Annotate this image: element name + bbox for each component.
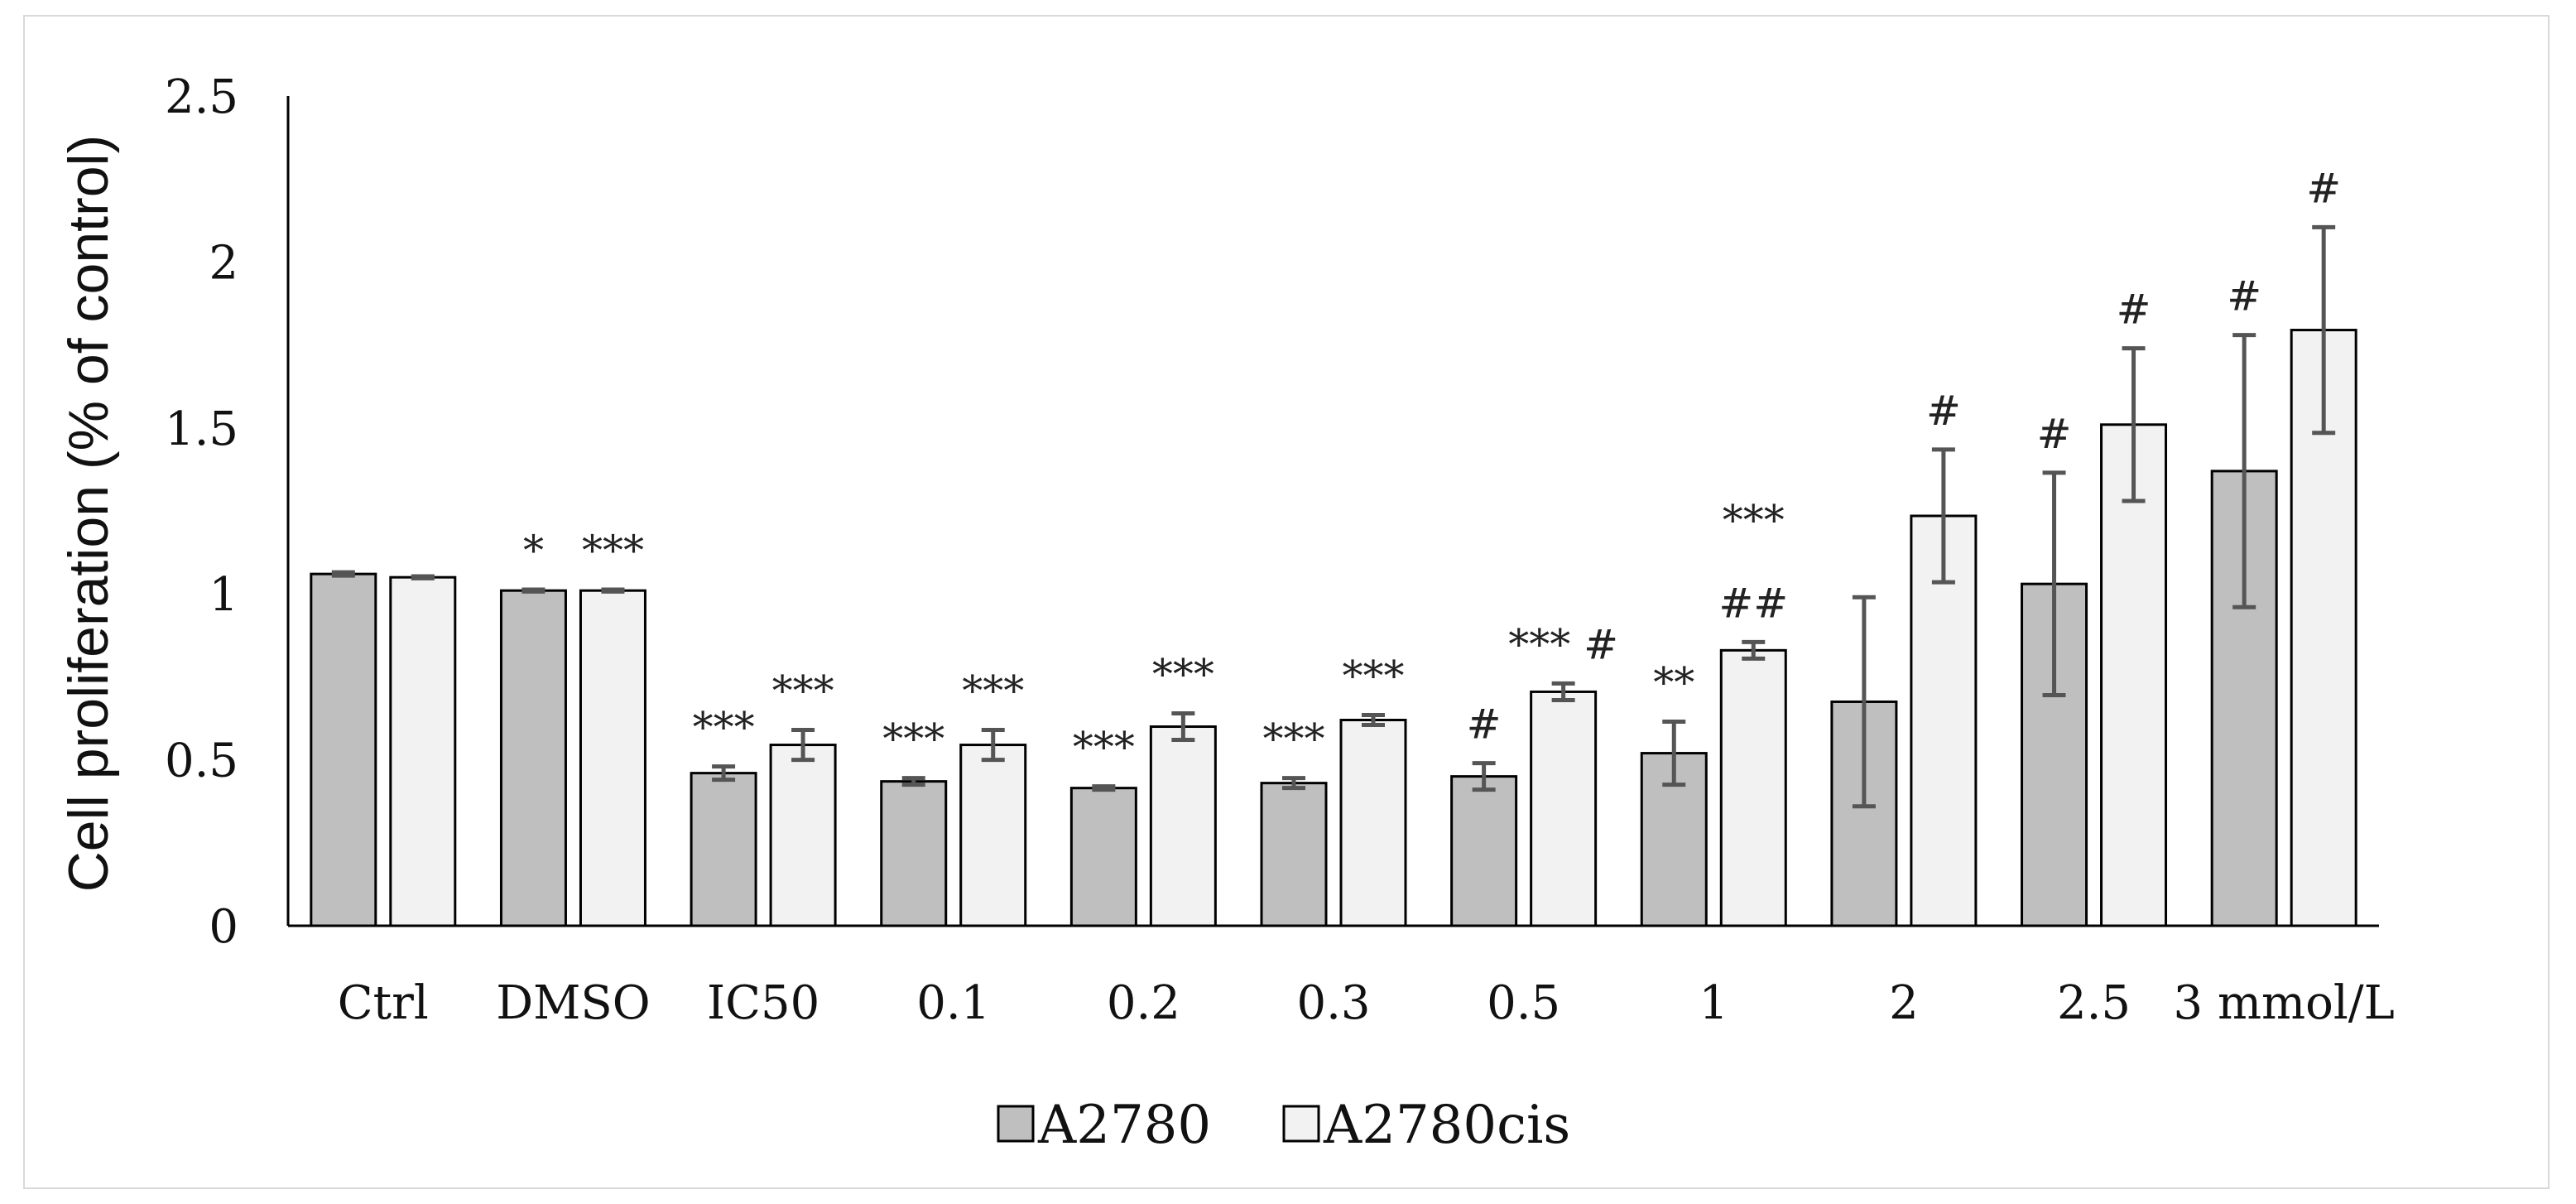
significance-label: ***: [1263, 715, 1325, 763]
bar: [1069, 787, 1137, 927]
x-tick-label: IC50: [707, 976, 819, 1030]
significance-label: ***: [1343, 652, 1405, 700]
significance-label: ***: [772, 667, 834, 715]
significance-label: #: [2117, 286, 2151, 334]
legend-swatch: [1282, 1105, 1320, 1143]
significance-label: #: [1467, 701, 1502, 749]
significance-label: ***: [693, 704, 755, 752]
significance-label: #: [2227, 272, 2261, 320]
significance-label: #: [2306, 164, 2341, 212]
x-tick-label: Ctrl: [338, 976, 429, 1030]
x-tick-label: 3 mmol/L: [2174, 976, 2395, 1030]
y-axis-title: Cell proliferation (% of control): [57, 135, 120, 893]
bar-chart: Cell proliferation (% of control) 0 0.5 1 1…: [57, 70, 2395, 1156]
y-tick-label: 1: [209, 568, 238, 622]
bar: [310, 572, 377, 927]
x-tick-label: 0.5: [1487, 976, 1560, 1030]
x-tick-label: 1: [1699, 976, 1728, 1030]
significance-label: **: [1653, 659, 1694, 707]
y-tick-label: 1.5: [165, 402, 238, 456]
x-tick-label: 0.3: [1296, 976, 1370, 1030]
significance-label: ***: [962, 667, 1024, 715]
x-tick-label: 0.1: [916, 976, 990, 1030]
chart-frame: Cell proliferation (% of control) 0 0.5 1 1…: [23, 15, 2550, 1189]
significance-label: ***: [1723, 496, 1785, 544]
bar: [880, 780, 948, 927]
x-tick-label: 2.5: [2057, 976, 2131, 1030]
y-tick-label: 2: [209, 236, 238, 290]
bar: [1260, 782, 1328, 927]
significance-label: #: [2037, 410, 2072, 458]
y-axis-title-group: Cell proliferation (% of control): [57, 135, 120, 893]
bar: [499, 589, 567, 927]
y-tick-label: 0: [209, 900, 238, 954]
significance-label: ##: [1718, 579, 1788, 627]
y-tick-label: 0.5: [165, 734, 238, 788]
bar: [1530, 690, 1598, 927]
bar: [1149, 725, 1217, 927]
bar: [579, 589, 646, 927]
bar: [690, 772, 757, 927]
bar: [2100, 423, 2168, 927]
y-tick-label: 2.5: [165, 70, 238, 124]
legend-label: A2780cis: [1323, 1095, 1570, 1156]
significance-label: *: [523, 527, 544, 575]
bar: [389, 576, 457, 927]
significance-label: ***: [1152, 650, 1214, 698]
significance-label: ***: [882, 715, 944, 763]
bar: [1339, 719, 1407, 927]
legend-label: A2780: [1037, 1095, 1211, 1156]
x-tick-label: 2: [1889, 976, 1919, 1030]
significance-label: *** #: [1508, 620, 1618, 668]
x-tick-label: DMSO: [496, 976, 651, 1030]
significance-label: #: [1926, 387, 1961, 435]
bar: [959, 744, 1027, 927]
significance-label: ***: [582, 527, 644, 575]
bar: [769, 744, 837, 927]
significance-label: ***: [1073, 724, 1135, 772]
bar: [1719, 648, 1787, 927]
x-tick-label: 0.2: [1107, 976, 1180, 1030]
bar: [1450, 775, 1518, 927]
legend: A2780 A2780cis: [997, 1095, 1570, 1156]
legend-swatch: [997, 1105, 1035, 1143]
